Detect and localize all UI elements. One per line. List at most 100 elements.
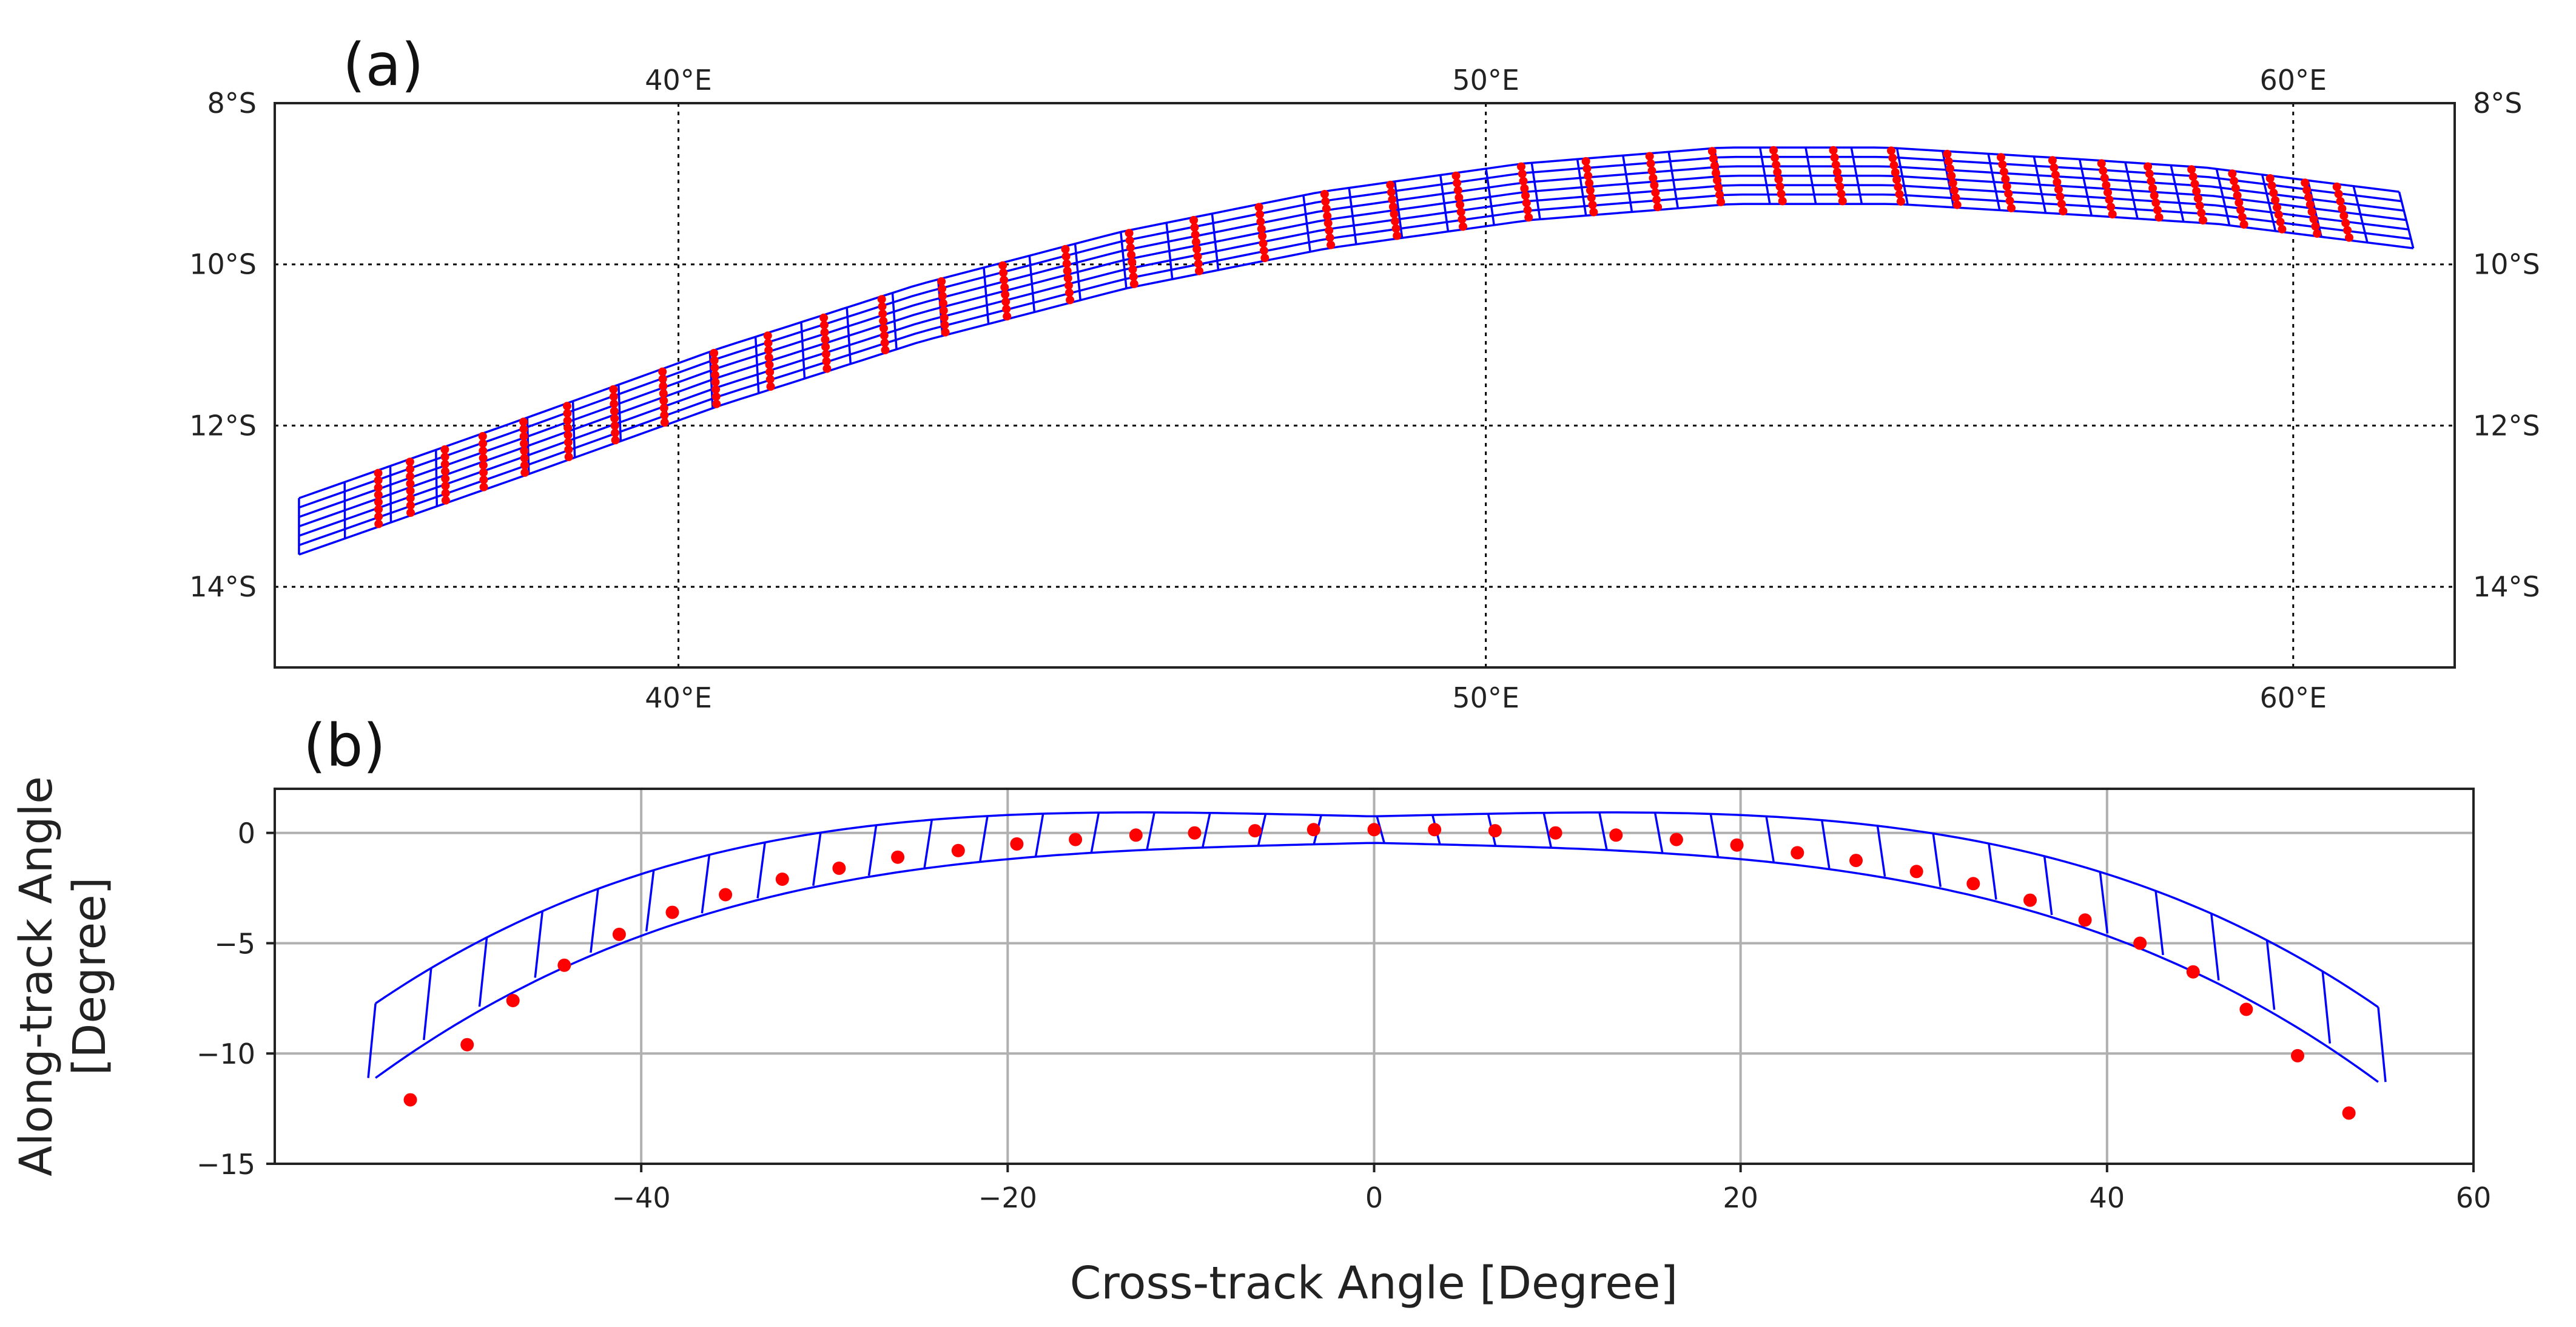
sample-point: [2148, 184, 2157, 193]
sample-point: [1063, 274, 1072, 283]
angle-point: [1669, 832, 1683, 846]
sample-point: [2273, 203, 2281, 212]
sample-point: [2265, 174, 2275, 183]
angle-point: [612, 927, 626, 941]
sample-point: [660, 411, 669, 420]
sample-point: [520, 454, 529, 462]
swath-cross-track-line: [1028, 255, 1036, 312]
sample-point: [2305, 200, 2315, 209]
sample-point: [1066, 295, 1075, 305]
sample-point: [564, 445, 573, 454]
right-lat-tick-label: 12°S: [2473, 409, 2540, 442]
sample-point: [1191, 237, 1200, 246]
sample-point: [479, 446, 488, 455]
swath-cross-track-line: [2215, 169, 2231, 226]
angle-point: [1609, 828, 1623, 842]
sample-point: [374, 512, 383, 521]
sample-point: [2144, 162, 2153, 171]
sample-point: [2193, 194, 2202, 203]
swath-cross-track-line: [1804, 147, 1817, 204]
sample-point: [374, 519, 383, 528]
footprint-divider: [812, 832, 822, 886]
angle-point: [1129, 828, 1143, 842]
sample-point: [1323, 211, 1332, 220]
sample-point: [2341, 218, 2350, 228]
sample-point: [406, 494, 415, 502]
swath-cross-track-line: [2170, 165, 2185, 222]
sample-point: [2197, 209, 2206, 217]
sample-point: [563, 438, 573, 447]
sample-point: [1999, 167, 2008, 177]
sample-point: [822, 364, 832, 373]
sample-point: [1391, 217, 1399, 226]
footprint-divider: [1257, 813, 1267, 846]
angle-point: [557, 958, 571, 972]
sample-point: [563, 416, 572, 425]
panel-a-tick-labels: 40°E 40°E 50°E 50°E 60°E 60°E 8°S 8°S 10°S 10°S 12…: [189, 64, 2540, 714]
sample-point: [440, 445, 449, 454]
footprint-divider: [1876, 825, 1886, 877]
sample-point: [878, 302, 887, 311]
sample-point: [610, 414, 619, 423]
sample-point: [2105, 195, 2114, 204]
angle-point: [1010, 837, 1024, 851]
sample-point: [765, 375, 775, 384]
sample-point: [1589, 208, 1598, 217]
sample-point: [479, 439, 488, 448]
sample-point: [1190, 223, 1199, 232]
footprint-divider: [2099, 871, 2109, 934]
sample-point: [1896, 197, 1905, 206]
angle-point: [1248, 824, 1262, 838]
swath-along-track-line: [298, 193, 2412, 547]
sample-point: [1712, 169, 1720, 178]
angle-point: [1849, 854, 1863, 868]
sample-point: [1523, 206, 1532, 215]
swath-cross-track-line: [1211, 213, 1220, 271]
sample-point: [1834, 175, 1843, 184]
sample-point: [711, 385, 721, 394]
swath-cross-track-line: [1758, 147, 1771, 204]
sample-point: [1323, 218, 1333, 228]
sample-point: [2332, 182, 2341, 191]
sample-point: [1713, 176, 1721, 185]
footprint-divider: [979, 815, 989, 862]
sample-point: [609, 392, 618, 401]
sample-point: [2304, 193, 2313, 202]
sample-point: [1948, 178, 1957, 187]
angle-point: [1069, 832, 1083, 846]
sample-point: [2195, 201, 2204, 210]
sample-point: [1894, 183, 1903, 192]
sample-point: [659, 389, 668, 398]
sample-point: [563, 409, 572, 418]
swath-along-track-line: [298, 174, 2407, 528]
sample-point: [2278, 225, 2287, 234]
angle-point: [2239, 1002, 2253, 1016]
sample-point: [2059, 207, 2068, 215]
sample-point: [1647, 166, 1656, 175]
sample-point: [1717, 197, 1725, 206]
sample-point: [520, 447, 529, 455]
swath-along-track-line: [298, 184, 2409, 537]
angle-point: [665, 905, 679, 919]
sample-point: [880, 338, 889, 347]
sample-point: [1778, 197, 1787, 206]
sample-point: [820, 328, 829, 337]
swath-cross-track-line: [389, 465, 392, 522]
sample-point: [1838, 197, 1847, 206]
sample-point: [1587, 193, 1596, 202]
panel-a-frame: [274, 102, 2456, 669]
sample-point: [2056, 192, 2065, 201]
angle-point: [403, 1093, 417, 1107]
sample-point: [1259, 246, 1268, 255]
sample-point: [1256, 210, 1264, 219]
sample-point: [821, 349, 830, 359]
panel-a-label: (a): [343, 31, 424, 99]
angle-point: [1966, 877, 1980, 891]
sample-point: [1653, 203, 1663, 212]
sample-point: [610, 407, 619, 416]
sample-point: [1061, 245, 1070, 254]
y-tick-label: −10: [197, 1038, 255, 1070]
sample-point: [1001, 297, 1011, 306]
sample-point: [763, 331, 772, 340]
